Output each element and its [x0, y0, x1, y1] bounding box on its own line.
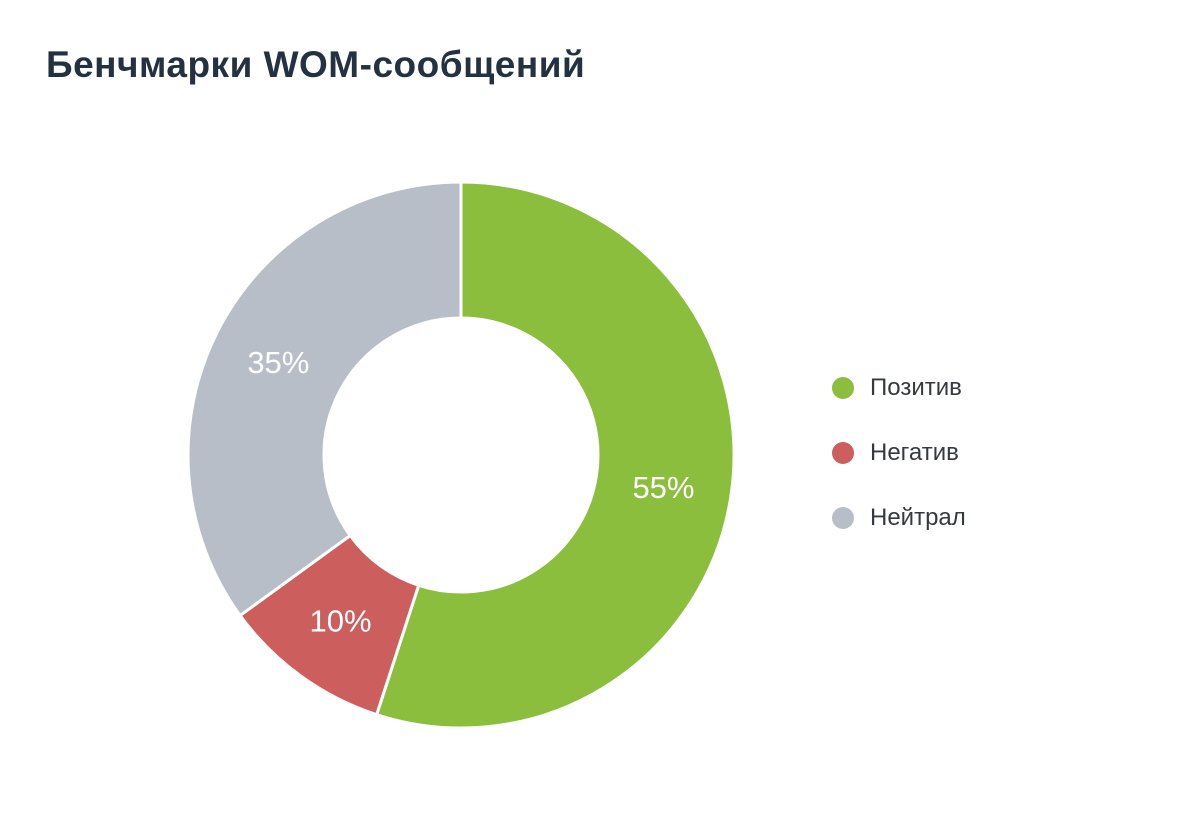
legend-label-negative: Негатив [870, 439, 959, 466]
slice-label: 10% [309, 604, 371, 639]
legend: Позитив Негатив Нейтрал [832, 372, 966, 567]
legend-item-positive: Позитив [832, 372, 966, 404]
legend-label-neutral: Нейтрал [870, 504, 966, 531]
donut-slice-Позитив [375, 180, 736, 730]
legend-label-positive: Позитив [870, 374, 962, 401]
donut-chart-svg: 55% 10% 35% [186, 180, 736, 730]
legend-swatch-negative-icon [832, 442, 854, 464]
legend-item-negative: Негатив [832, 437, 966, 469]
legend-item-neutral: Нейтрал [832, 502, 966, 534]
chart-title: Бенчмарки WOM-сообщений [46, 44, 586, 85]
donut-slice-Нейтрал [186, 180, 463, 617]
legend-swatch-positive-icon [832, 377, 854, 399]
donut-chart: 55% 10% 35% [178, 172, 744, 738]
slice-label: 35% [247, 345, 309, 380]
legend-swatch-neutral-icon [832, 507, 854, 529]
slice-label: 55% [632, 470, 694, 505]
